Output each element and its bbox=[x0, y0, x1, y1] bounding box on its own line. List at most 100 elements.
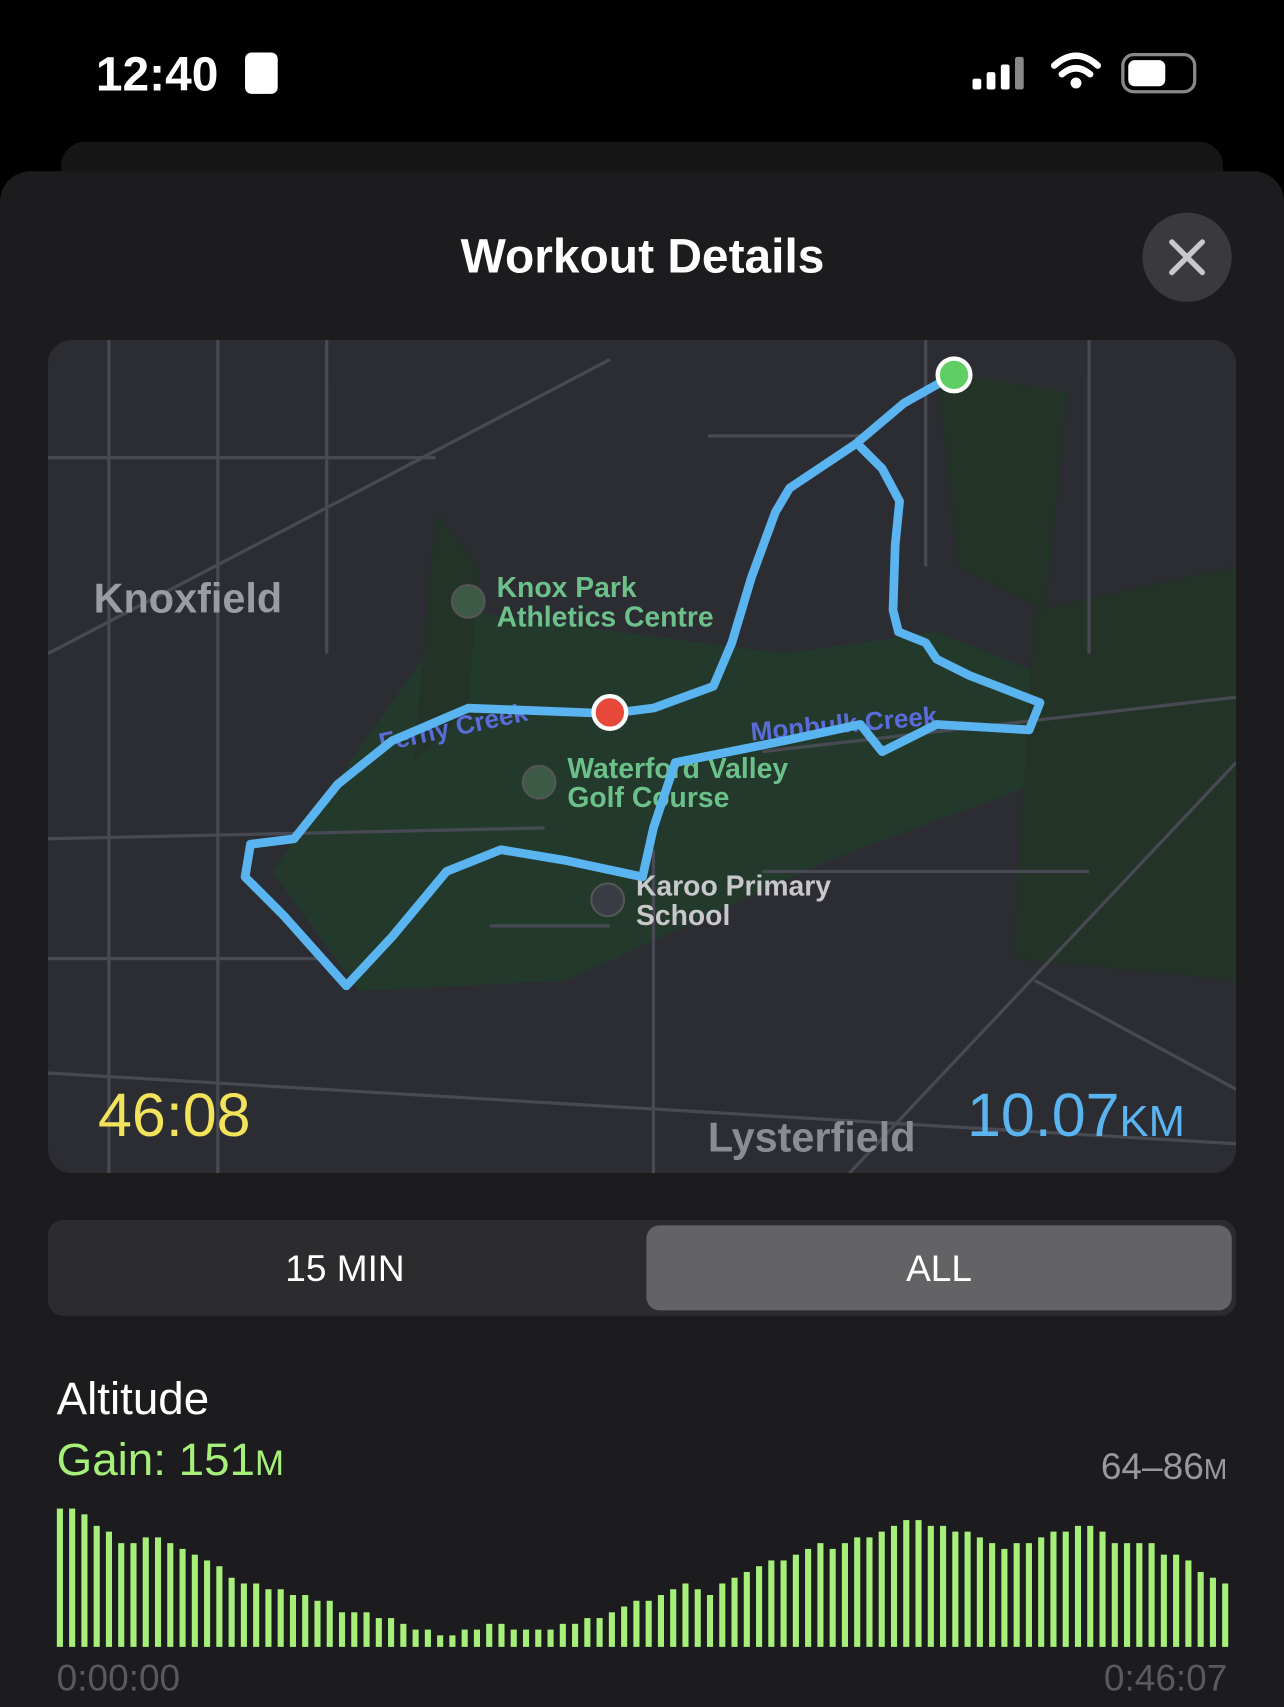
altitude-bar bbox=[927, 1525, 934, 1647]
altitude-bar bbox=[424, 1629, 431, 1647]
status-time: 12:40 bbox=[96, 49, 219, 102]
start-marker bbox=[935, 356, 973, 394]
altitude-bar bbox=[1050, 1531, 1057, 1647]
altitude-bar bbox=[817, 1543, 824, 1647]
altitude-bar bbox=[412, 1629, 419, 1647]
altitude-bar bbox=[584, 1618, 591, 1647]
altitude-bar bbox=[118, 1543, 125, 1647]
altitude-bar bbox=[105, 1531, 113, 1647]
place-label: Lysterfield bbox=[708, 1114, 916, 1160]
altitude-bar bbox=[559, 1623, 566, 1647]
altitude-bar bbox=[633, 1600, 640, 1647]
altitude-bar bbox=[510, 1629, 517, 1647]
altitude-range: 64–86M bbox=[1101, 1445, 1228, 1487]
altitude-bar bbox=[228, 1577, 235, 1647]
altitude-bar bbox=[1173, 1554, 1180, 1647]
segment-label: ALL bbox=[906, 1247, 972, 1289]
poi-label: Knox Park bbox=[497, 571, 637, 603]
altitude-bar bbox=[204, 1560, 211, 1647]
altitude-bar bbox=[326, 1600, 333, 1647]
end-time: 0:46:07 bbox=[1104, 1656, 1228, 1698]
altitude-bar bbox=[240, 1583, 247, 1647]
altitude-bar bbox=[547, 1629, 554, 1647]
distance: 10.07KM bbox=[967, 1081, 1185, 1149]
altitude-bar bbox=[657, 1595, 664, 1647]
altitude-bar bbox=[314, 1600, 321, 1647]
altitude-bar bbox=[388, 1618, 395, 1647]
altitude-bar bbox=[878, 1531, 885, 1647]
place-label: Knoxfield bbox=[94, 575, 283, 621]
status-icon bbox=[245, 52, 278, 94]
altitude-bar bbox=[731, 1577, 738, 1647]
altitude-bar bbox=[375, 1618, 382, 1647]
altitude-bar bbox=[535, 1629, 542, 1647]
altitude-bar bbox=[780, 1560, 787, 1647]
altitude-bar bbox=[1209, 1577, 1216, 1647]
altitude-bar bbox=[964, 1531, 971, 1647]
altitude-bar bbox=[179, 1548, 186, 1647]
poi-label: Karoo Primary bbox=[636, 869, 831, 901]
altitude-bar bbox=[1062, 1531, 1069, 1647]
map: Knoxfield Lysterfield Monbulk Creek Fern… bbox=[47, 340, 1237, 1174]
altitude-bar bbox=[69, 1508, 76, 1647]
altitude-bar bbox=[854, 1537, 861, 1647]
altitude-gain: Gain: 151M bbox=[57, 1434, 284, 1485]
route bbox=[240, 370, 1045, 991]
start-time: 0:00:00 bbox=[57, 1656, 181, 1698]
range-unit: M bbox=[1204, 1453, 1228, 1485]
altitude-bar bbox=[621, 1606, 628, 1647]
poi-icon bbox=[590, 882, 626, 918]
altitude-bar bbox=[768, 1560, 775, 1647]
altitude-bar bbox=[1111, 1543, 1118, 1647]
altitude-bar bbox=[841, 1543, 848, 1647]
altitude-bar bbox=[1074, 1525, 1082, 1647]
altitude-bar bbox=[608, 1612, 615, 1647]
altitude-bar bbox=[670, 1589, 677, 1647]
altitude-bar bbox=[1124, 1543, 1131, 1647]
altitude-bar bbox=[167, 1543, 174, 1647]
altitude-bar bbox=[866, 1537, 873, 1647]
altitude-bar bbox=[1087, 1525, 1094, 1647]
altitude-bar bbox=[216, 1566, 223, 1647]
poi-label: School bbox=[636, 899, 730, 931]
altitude-bar bbox=[829, 1548, 836, 1647]
altitude-bar bbox=[719, 1583, 726, 1647]
altitude-bar bbox=[302, 1595, 309, 1647]
poi-label: Athletics Centre bbox=[497, 600, 714, 632]
green-area bbox=[413, 370, 1237, 981]
close-icon bbox=[1169, 239, 1206, 276]
altitude-bar bbox=[486, 1623, 493, 1647]
altitude-bar bbox=[1222, 1583, 1229, 1647]
altitude-bar bbox=[449, 1635, 456, 1647]
altitude-bar bbox=[1197, 1571, 1204, 1647]
altitude-bar bbox=[952, 1531, 959, 1647]
altitude-bar bbox=[351, 1612, 358, 1647]
altitude-bar bbox=[903, 1520, 910, 1647]
altitude-bar bbox=[265, 1589, 272, 1647]
gain-unit: M bbox=[255, 1444, 284, 1483]
segment-label: 15 MIN bbox=[285, 1247, 404, 1289]
segment-selected bbox=[646, 1225, 1232, 1311]
distance-value: 10.07 bbox=[967, 1081, 1120, 1149]
altitude-bar bbox=[338, 1612, 346, 1647]
altitude-bar bbox=[56, 1508, 63, 1647]
altitude-bar bbox=[253, 1583, 260, 1647]
altitude-bar bbox=[596, 1618, 603, 1647]
altitude-bar bbox=[890, 1525, 898, 1647]
altitude-bar bbox=[473, 1629, 480, 1647]
altitude-bar bbox=[1148, 1543, 1155, 1647]
gain-text: Gain: 151 bbox=[57, 1434, 255, 1485]
altitude-bar bbox=[989, 1543, 996, 1647]
altitude-bar bbox=[694, 1589, 701, 1647]
altitude-bar bbox=[1185, 1560, 1192, 1647]
altitude-bar bbox=[756, 1566, 763, 1647]
roads bbox=[47, 340, 1237, 1174]
poi-icon bbox=[521, 764, 557, 800]
altitude-bar bbox=[1013, 1543, 1020, 1647]
battery-icon bbox=[1121, 53, 1197, 94]
altitude-bar bbox=[289, 1595, 297, 1647]
altitude-bar bbox=[461, 1629, 468, 1647]
altitude-bar bbox=[940, 1525, 947, 1647]
altitude-bar bbox=[437, 1635, 444, 1647]
